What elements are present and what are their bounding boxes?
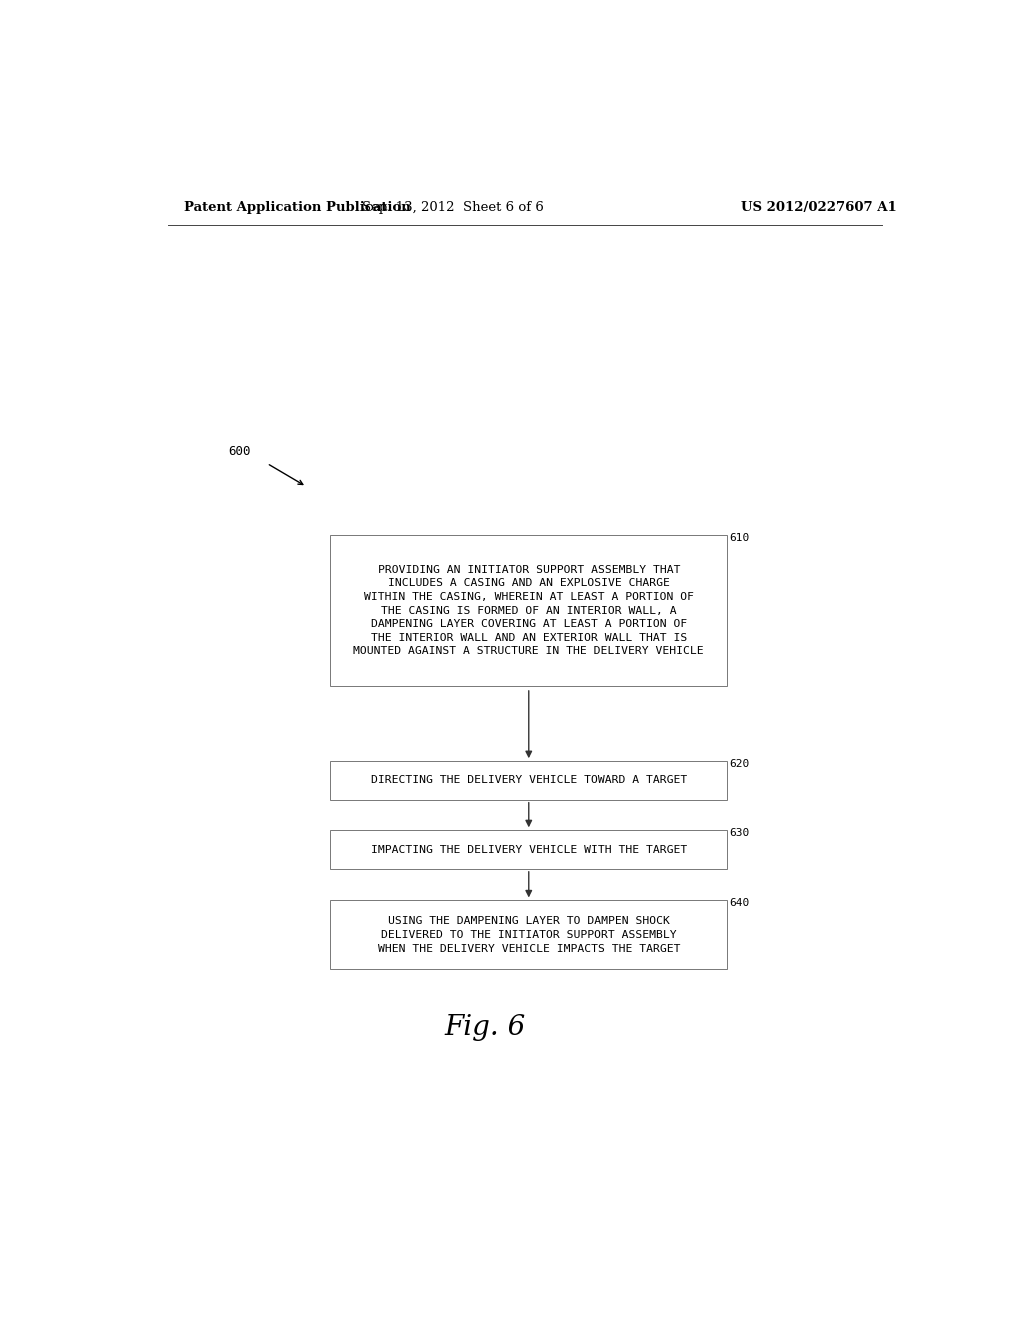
Text: US 2012/0227607 A1: US 2012/0227607 A1 bbox=[740, 201, 896, 214]
Text: 610: 610 bbox=[729, 533, 750, 544]
FancyBboxPatch shape bbox=[331, 830, 727, 869]
FancyBboxPatch shape bbox=[331, 900, 727, 969]
Text: DIRECTING THE DELIVERY VEHICLE TOWARD A TARGET: DIRECTING THE DELIVERY VEHICLE TOWARD A … bbox=[371, 775, 687, 785]
Text: 620: 620 bbox=[729, 759, 750, 770]
Text: 640: 640 bbox=[729, 899, 750, 908]
Text: USING THE DAMPENING LAYER TO DAMPEN SHOCK
DELIVERED TO THE INITIATOR SUPPORT ASS: USING THE DAMPENING LAYER TO DAMPEN SHOC… bbox=[378, 916, 680, 953]
Text: 630: 630 bbox=[729, 828, 750, 838]
Text: 600: 600 bbox=[228, 445, 251, 458]
Text: Patent Application Publication: Patent Application Publication bbox=[183, 201, 411, 214]
Text: PROVIDING AN INITIATOR SUPPORT ASSEMBLY THAT
INCLUDES A CASING AND AN EXPLOSIVE : PROVIDING AN INITIATOR SUPPORT ASSEMBLY … bbox=[353, 565, 705, 656]
Text: Sep. 13, 2012  Sheet 6 of 6: Sep. 13, 2012 Sheet 6 of 6 bbox=[362, 201, 545, 214]
Text: IMPACTING THE DELIVERY VEHICLE WITH THE TARGET: IMPACTING THE DELIVERY VEHICLE WITH THE … bbox=[371, 845, 687, 854]
FancyBboxPatch shape bbox=[331, 762, 727, 800]
FancyBboxPatch shape bbox=[331, 536, 727, 686]
Text: Fig. 6: Fig. 6 bbox=[444, 1014, 525, 1041]
